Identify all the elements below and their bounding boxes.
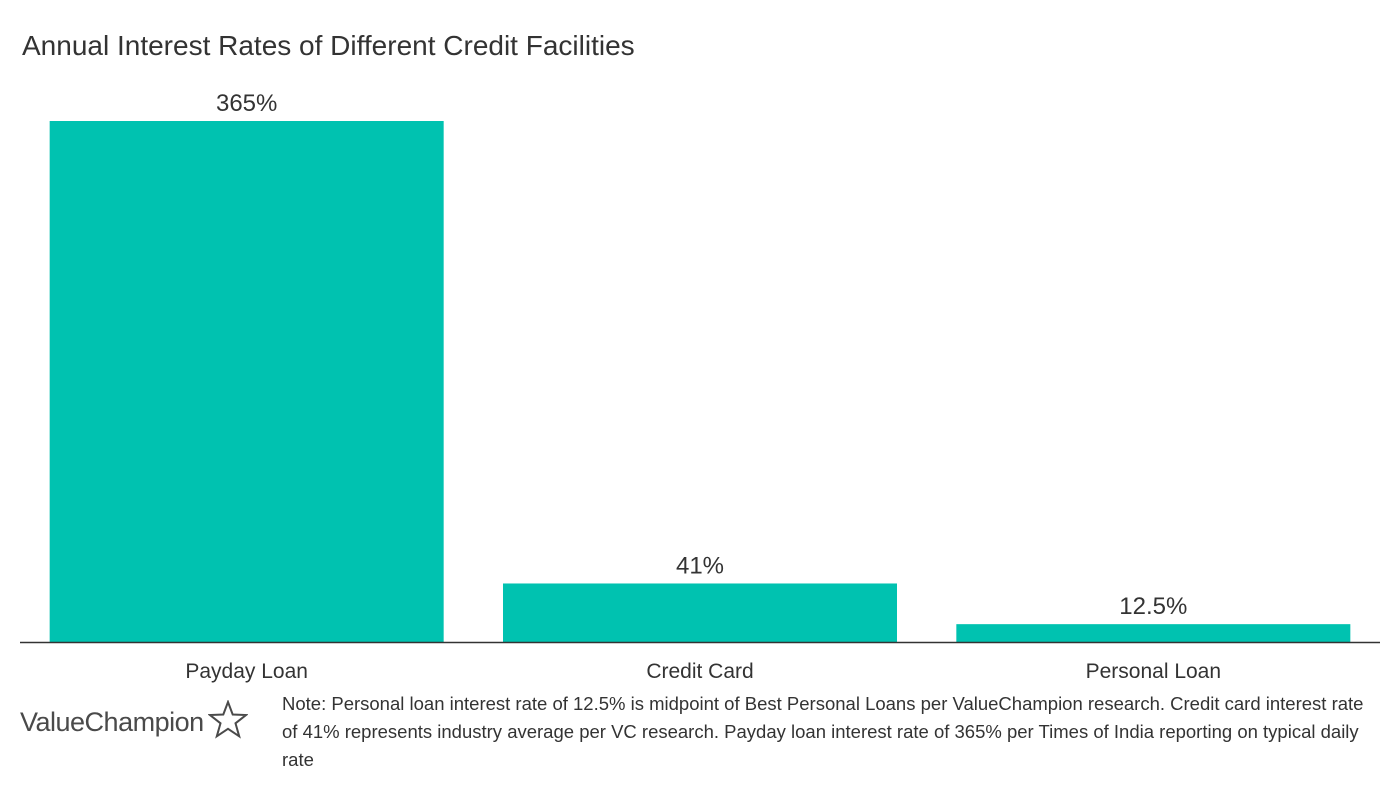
source-note: Note: Personal loan interest rate of 12.… <box>282 693 1364 770</box>
category-label: Personal Loan <box>1086 660 1221 683</box>
star-outline-icon <box>206 699 249 745</box>
chart-title: Annual Interest Rates of Different Credi… <box>22 30 635 61</box>
value-label: 365% <box>216 90 277 117</box>
value-champion-logo: ValueChampion <box>20 699 249 745</box>
logo-text: ValueChampion <box>20 707 204 737</box>
value-label: 41% <box>676 552 724 579</box>
bar-payday-loan <box>49 121 444 642</box>
category-label: Payday Loan <box>185 660 308 683</box>
bar-credit-card <box>503 583 897 642</box>
value-label: 12.5% <box>1119 593 1187 620</box>
bar-personal-loan <box>956 624 1351 642</box>
category-label: Credit Card <box>646 660 753 683</box>
